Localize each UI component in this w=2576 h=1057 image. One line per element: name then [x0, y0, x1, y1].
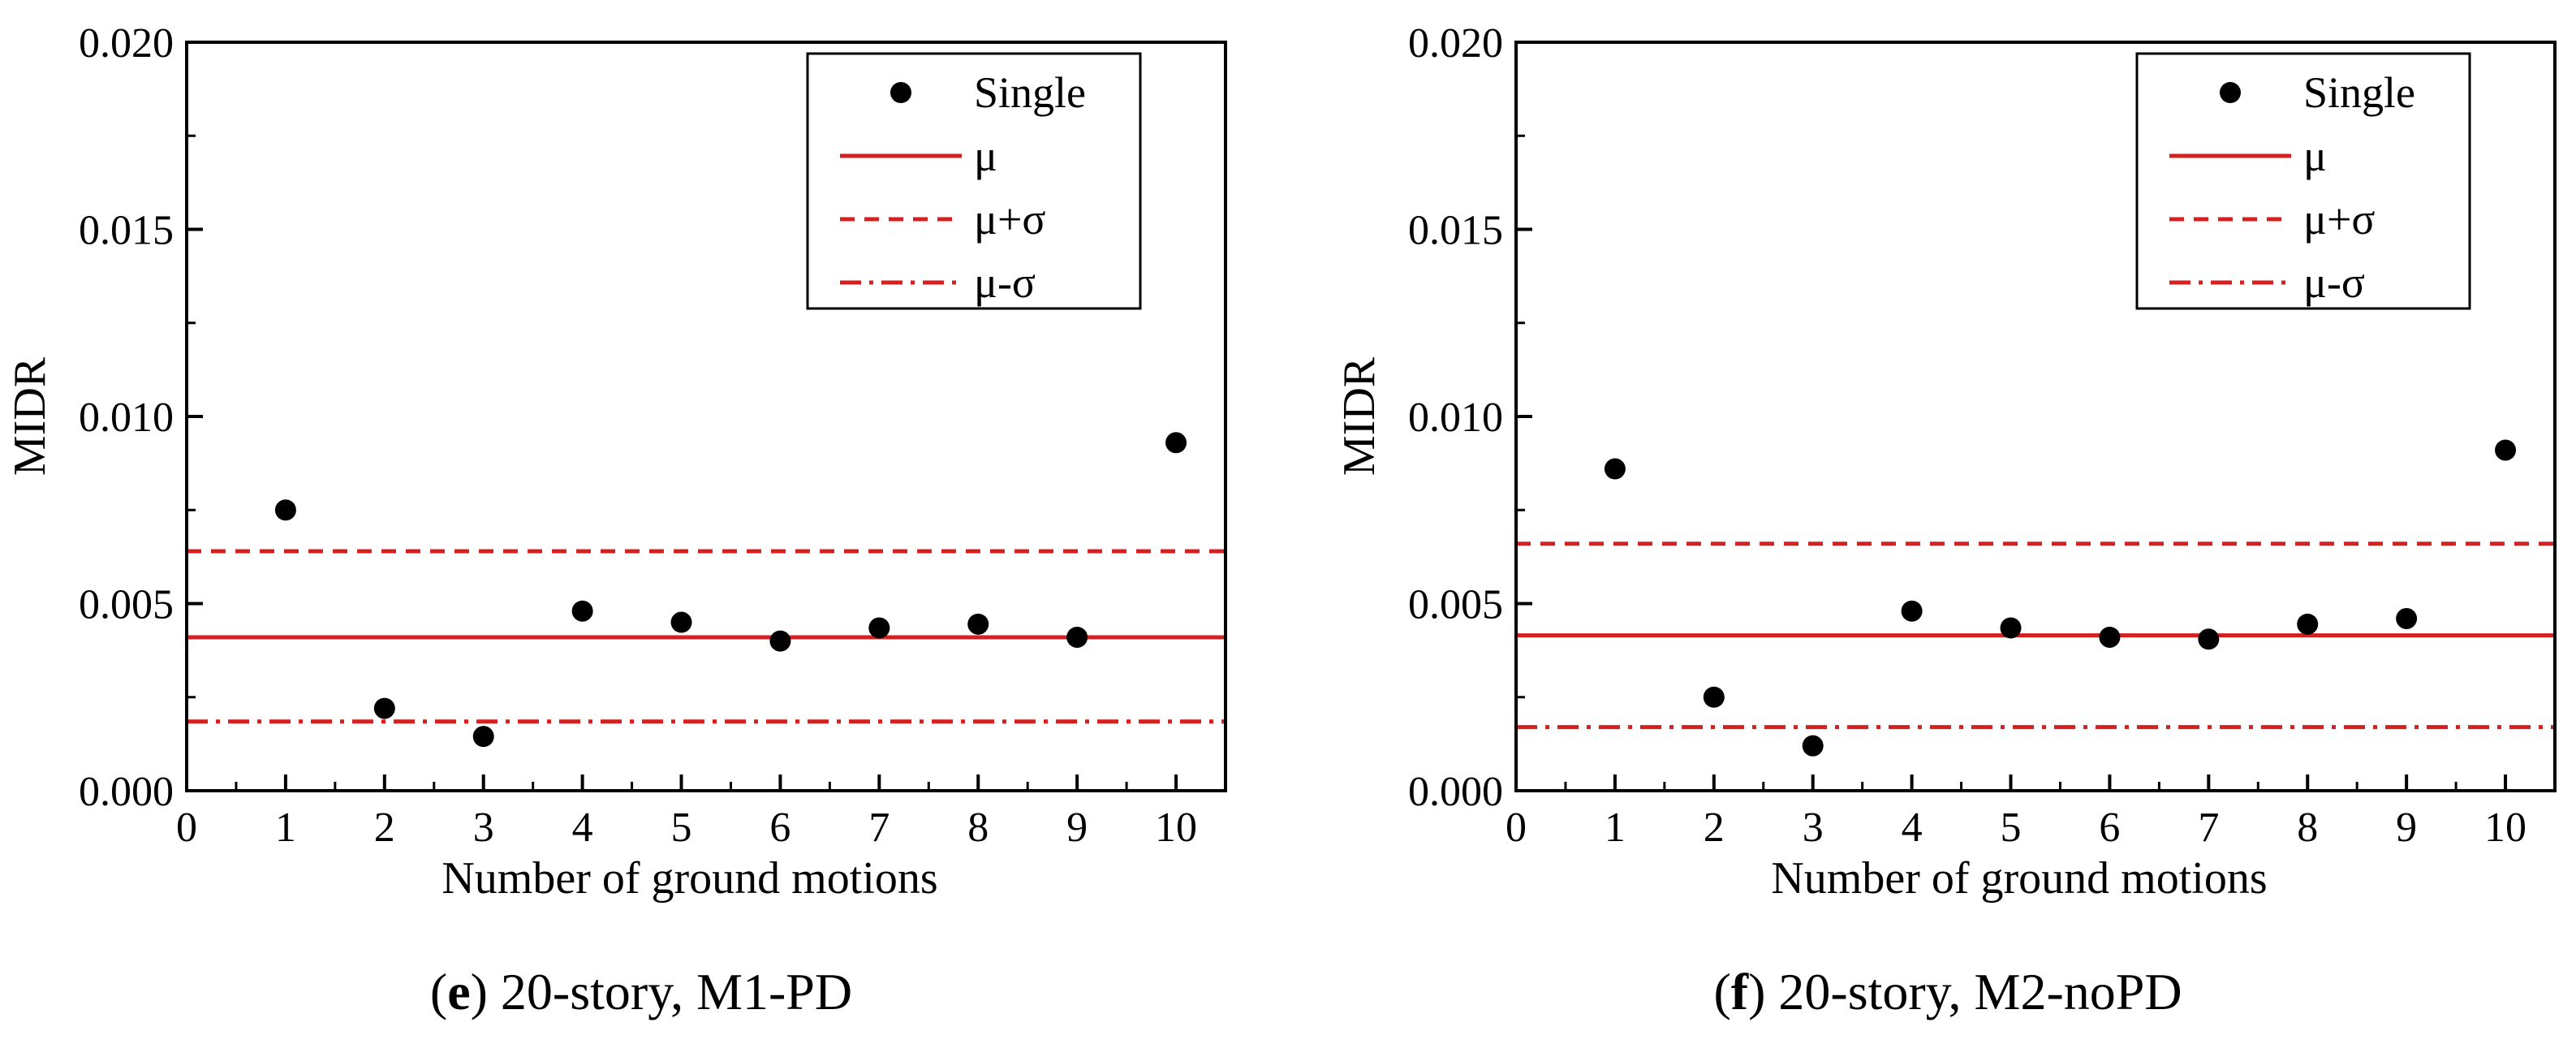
x-tick-label: 9: [2396, 805, 2417, 851]
data-point-7: [868, 617, 890, 639]
y-axis-label: MIDR: [1334, 356, 1385, 476]
x-tick-label: 8: [967, 805, 989, 851]
y-tick-label: 0.015: [1408, 208, 1503, 254]
x-tick-label: 7: [868, 805, 890, 851]
caption-e-letter: e: [447, 963, 471, 1020]
x-tick-label: 1: [1605, 805, 1626, 851]
x-tick-label: 10: [2484, 805, 2526, 851]
x-tick-label: 4: [1902, 805, 1923, 851]
y-tick-label: 0.015: [79, 208, 174, 254]
x-axis-label: Number of ground motions: [1771, 853, 2267, 904]
x-tick-label: 4: [572, 805, 593, 851]
data-point-6: [769, 630, 791, 652]
caption-f: (f) 20-story, M2-noPD: [1713, 963, 2182, 1020]
x-tick-label: 9: [1066, 805, 1088, 851]
x-tick-label: 0: [1506, 805, 1527, 851]
x-tick-label: 10: [1155, 805, 1197, 851]
legend: Single μ μ+σ μ-σ: [2135, 52, 2471, 310]
caption-f-text: 20-story, M2-noPD: [1778, 963, 2182, 1020]
data-point-7: [2198, 628, 2220, 650]
panel-f: 0 1 2 3 4 5 6 7 8 9 10 0.000 0.005 0.010 0.015 0.020 Num…: [1334, 20, 2557, 904]
data-point-5: [670, 611, 692, 633]
y-tick-label: 0.020: [1408, 20, 1503, 67]
legend-marker-points: [890, 82, 911, 103]
chart-canvas: 0 1 2 3 4 5 6 7 8 9 100.0000.0050.0100.0150.020Num…: [5, 20, 2557, 904]
caption-e-text: 20-story, M1-PD: [500, 963, 853, 1020]
x-tick-label: 6: [769, 805, 790, 851]
x-tick-label: 8: [2297, 805, 2318, 851]
x-tick-label: 0: [176, 805, 197, 851]
legend-box: [806, 52, 1142, 310]
legend-label: μ: [2303, 132, 2327, 180]
data-point-10: [2495, 439, 2517, 461]
data-point-8: [967, 613, 989, 635]
data-point-9: [2396, 607, 2418, 629]
x-axis-label: Number of ground motions: [442, 853, 937, 904]
caption-e: (e) 20-story, M1-PD: [429, 963, 853, 1020]
x-tick-label: 5: [671, 805, 692, 851]
legend-label: μ: [974, 132, 997, 180]
legend-label: μ-σ: [2303, 258, 2365, 307]
data-point-4: [1901, 600, 1923, 622]
data-point-9: [1066, 626, 1088, 648]
y-tick-label: 0.010: [1408, 395, 1503, 441]
data-point-4: [571, 600, 593, 622]
data-point-5: [2000, 617, 2022, 639]
data-point-3: [472, 726, 494, 748]
y-tick-label: 0.005: [79, 582, 174, 628]
x-tick-label: 7: [2198, 805, 2219, 851]
y-tick-label: 0.000: [79, 769, 174, 815]
x-tick-label: 3: [473, 805, 494, 851]
x-tick-label: 1: [275, 805, 296, 851]
data-point-2: [1703, 686, 1725, 708]
legend-box: [2135, 52, 2471, 310]
legend-marker-points: [2220, 82, 2241, 103]
data-point-1: [1604, 458, 1626, 480]
panel-e: 0 1 2 3 4 5 6 7 8 9 10 0.000 0.005 0.010 0.015 0.020 Num…: [5, 20, 1227, 904]
y-tick-label: 0.005: [1408, 582, 1503, 628]
x-tick-label: 3: [1803, 805, 1824, 851]
y-tick-label: 0.000: [1408, 769, 1503, 815]
data-point-6: [2099, 626, 2121, 648]
legend: Single μ μ+σ μ-σ: [806, 52, 1142, 310]
legend-label: Single: [974, 68, 1086, 117]
data-point-3: [1802, 735, 1824, 757]
legend-label: μ+σ: [2303, 195, 2376, 244]
data-point-2: [373, 697, 395, 719]
y-tick-label: 0.010: [79, 395, 174, 441]
x-tick-label: 2: [374, 805, 395, 851]
y-tick-label: 0.020: [79, 20, 174, 67]
legend-label: Single: [2303, 68, 2415, 117]
x-tick-label: 6: [2099, 805, 2120, 851]
x-tick-label: 5: [2001, 805, 2022, 851]
legend-label: μ-σ: [974, 258, 1036, 307]
data-point-1: [274, 499, 296, 521]
y-axis-label: MIDR: [5, 356, 55, 476]
data-point-10: [1165, 432, 1187, 454]
data-point-8: [2297, 613, 2319, 635]
x-tick-label: 2: [1704, 805, 1725, 851]
legend-label: μ+σ: [974, 195, 1046, 244]
caption-f-letter: f: [1730, 963, 1749, 1020]
